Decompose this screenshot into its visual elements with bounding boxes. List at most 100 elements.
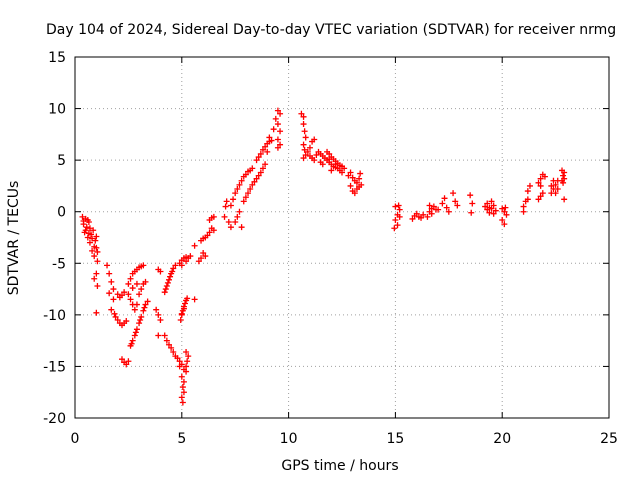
data-point [247,186,254,193]
data-point [300,141,307,148]
data-point [396,213,403,220]
data-point [341,165,348,172]
data-point [238,224,245,231]
y-tick-label: 10 [48,102,66,118]
data-point [174,355,181,362]
data-point [488,198,495,205]
data-point [133,301,140,308]
data-point [548,182,555,189]
data-point [441,195,448,202]
data-point [121,289,128,296]
data-point [255,154,262,161]
data-point [430,203,437,210]
data-point [127,275,134,282]
data-point [274,144,281,151]
data-point [110,296,117,303]
data-point [84,234,91,241]
data-point [559,167,566,174]
y-tick-labels: -20 -15 -10 -5 0 5 10 15 [43,50,66,427]
data-point [172,262,179,269]
data-point [332,161,339,168]
data-point [104,262,111,269]
data-point [202,253,209,260]
data-point [136,291,143,298]
data-point [184,295,191,302]
data-point [502,204,509,211]
data-point [183,348,190,355]
data-point [492,207,499,214]
data-point [249,181,256,188]
data-point [170,348,177,355]
data-point [357,170,364,177]
data-point [183,258,190,265]
data-point [328,167,335,174]
x-tick-label: 20 [493,431,511,447]
data-point [356,175,363,182]
data-point [313,151,320,158]
data-point [304,148,311,155]
data-point [561,196,568,203]
data-point [191,242,198,249]
data-point [161,332,168,339]
data-point [180,389,187,396]
data-point [501,221,508,228]
data-point [93,233,100,240]
x-tick-label: 10 [280,431,298,447]
data-point [428,210,435,217]
data-point [123,361,130,368]
data-point [91,275,98,282]
data-point [191,296,198,303]
data-point [526,182,533,189]
data-point [268,137,275,144]
data-point [238,177,245,184]
data-point [541,173,548,180]
data-point [118,356,125,363]
data-point [165,341,172,348]
data-point [326,156,333,163]
data-point [535,196,542,203]
data-point [110,286,117,293]
data-point [178,373,185,380]
x-tick-label: 25 [600,431,618,447]
data-point [274,136,281,143]
data-point [223,198,230,205]
data-point [137,317,144,324]
data-point [262,143,269,150]
data-point [351,190,358,197]
data-point [249,165,256,172]
data-point [91,243,98,250]
data-point [153,306,160,313]
data-point [131,306,138,313]
data-point [82,227,89,234]
data-point [395,202,402,209]
data-point [142,278,149,285]
data-point [552,181,559,188]
data-point [112,313,119,320]
data-point [499,216,506,223]
data-point [266,134,273,141]
data-point [165,276,172,283]
data-point [490,210,497,217]
data-point [232,190,239,197]
data-point [94,248,101,255]
data-point [339,169,345,176]
data-point [178,310,185,317]
data-point [537,182,544,189]
data-point [85,230,92,237]
data-point [302,151,309,158]
data-point [242,171,249,178]
data-point [302,134,309,141]
data-point [537,193,544,200]
data-point [259,146,266,153]
data-point [234,213,241,220]
data-point [420,211,427,218]
data-points [79,107,568,406]
data-point [277,128,284,135]
data-point [90,227,97,234]
data-point [125,358,132,365]
data-point [301,128,308,135]
data-point [141,304,148,311]
x-axis-label: GPS time / hours [281,458,398,474]
data-point [106,270,113,277]
chart-title: Day 104 of 2024, Sidereal Day-to-day VTE… [46,22,616,38]
